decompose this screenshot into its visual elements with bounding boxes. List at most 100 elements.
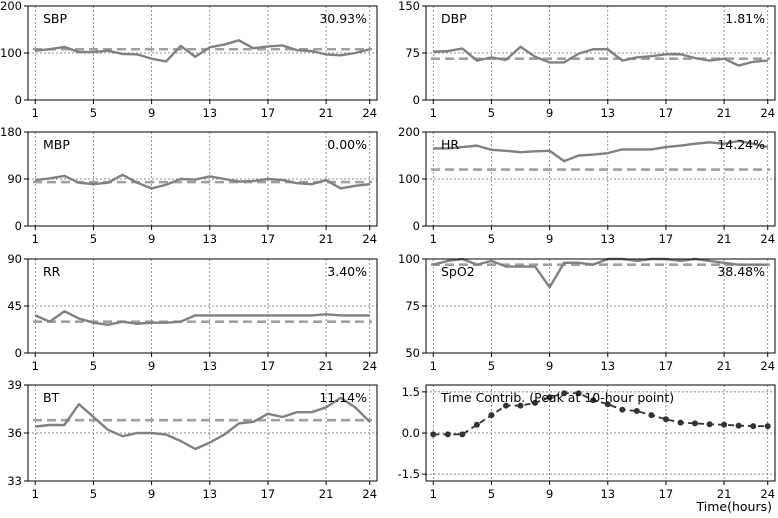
contrib-panel: 1 5 9 13 17 21 24 -1.5 0.0 1.5 Time Contrib. (Peak…: [398, 384, 776, 501]
x-tick-label: 24: [760, 106, 775, 120]
y-tick-label: 150: [398, 0, 420, 13]
dbp-percent: 1.81%: [725, 11, 765, 26]
x-tick-label: 13: [202, 232, 217, 246]
data-point: [706, 421, 713, 428]
rr-percent: 3.40%: [327, 264, 367, 279]
data-point: [575, 390, 582, 397]
data-point: [764, 423, 771, 430]
data-point: [648, 412, 655, 419]
data-point: [633, 408, 640, 415]
spo2-panel: 1 5 9 13 17 21 24 50 75 100 SpO2 38.48%: [398, 252, 776, 373]
x-tick-label: 9: [148, 106, 155, 120]
x-tick-label: 24: [760, 359, 775, 373]
x-tick-label: 5: [488, 487, 495, 501]
x-tick-label: 21: [319, 106, 334, 120]
x-tick-label: 5: [90, 106, 97, 120]
x-tick-label: 1: [430, 359, 437, 373]
x-tick-label: 21: [319, 359, 334, 373]
data-point: [721, 421, 728, 428]
sbp-label: SBP: [43, 11, 68, 26]
y-tick-label: 39: [7, 378, 22, 392]
x-tick-label: 5: [488, 106, 495, 120]
sbp-percent: 30.93%: [319, 11, 367, 26]
x-tick-label: 17: [659, 232, 674, 246]
x-tick-label: 17: [261, 106, 276, 120]
data-point: [662, 416, 669, 423]
x-tick-label: 9: [148, 232, 155, 246]
spo2-label: SpO2: [441, 264, 475, 279]
x-tick-label: 17: [659, 487, 674, 501]
x-tick-label: 17: [659, 106, 674, 120]
y-tick-label: 0: [413, 93, 420, 107]
spo2-series-line: [432, 257, 768, 289]
x-tick-label: 1: [32, 487, 39, 501]
y-tick-label: 36: [7, 426, 22, 440]
x-tick-label: 13: [202, 487, 217, 501]
y-tick-label: 0: [15, 93, 22, 107]
y-tick-label: 0: [15, 346, 22, 360]
x-tick-label: 9: [148, 359, 155, 373]
y-tick-label: -1.5: [398, 467, 420, 481]
y-tick-label: 100: [0, 46, 22, 60]
x-tick-label: 17: [659, 359, 674, 373]
data-point: [604, 401, 611, 408]
hr-percent: 14.24%: [717, 137, 765, 152]
data-point: [502, 402, 509, 409]
y-tick-label: 100: [398, 172, 420, 186]
x-tick-label: 24: [362, 487, 377, 501]
x-tick-label: 9: [546, 359, 553, 373]
x-tick-label: 21: [717, 487, 732, 501]
mbp-percent: 0.00%: [327, 137, 367, 152]
data-point: [517, 402, 524, 409]
y-tick-label: 0: [413, 219, 420, 233]
x-tick-label: 17: [261, 359, 276, 373]
hr-series-line: [433, 139, 768, 163]
x-tick-label: 1: [32, 232, 39, 246]
dbp-panel: 1 5 9 13 17 21 24 0 75 150 DBP 1.81%: [398, 0, 776, 120]
x-tick-label: 9: [546, 106, 553, 120]
mbp-series-line: [35, 173, 370, 190]
data-point: [488, 412, 495, 419]
data-point: [677, 419, 684, 426]
data-point: [735, 422, 742, 429]
sbp-series-line: [35, 39, 371, 63]
spo2-percent: 38.48%: [717, 264, 765, 279]
x-tick-label: 1: [430, 487, 437, 501]
x-tick-label: 1: [32, 106, 39, 120]
data-point: [444, 431, 451, 438]
y-tick-label: 75: [405, 299, 420, 313]
y-tick-label: 0: [15, 219, 22, 233]
x-tick-label: 13: [600, 487, 615, 501]
data-point: [430, 431, 437, 438]
mbp-label: MBP: [43, 137, 70, 152]
bt-panel: 1 5 9 13 17 21 24 33 36 39 BT 11.14%: [7, 378, 378, 501]
dbp-series-line: [433, 45, 768, 67]
y-tick-label: 90: [7, 252, 22, 266]
x-tick-label: 9: [148, 487, 155, 501]
x-tick-label: 24: [362, 106, 377, 120]
hr-panel: 1 5 9 13 17 21 24 0 100 200 HR 14.24%: [398, 125, 776, 246]
mbp-panel: 1 5 9 13 17 21 24 0 90 180 MBP 0.00%: [0, 125, 378, 246]
x-tick-label: 13: [202, 359, 217, 373]
x-tick-label: 17: [261, 487, 276, 501]
x-tick-label: 5: [90, 487, 97, 501]
y-tick-label: 50: [405, 346, 420, 360]
bt-series-line: [35, 396, 371, 451]
x-tick-label: 24: [362, 359, 377, 373]
y-tick-label: 0.0: [402, 426, 420, 440]
x-tick-label: 5: [90, 359, 97, 373]
dbp-label: DBP: [441, 11, 467, 26]
x-tick-label: 21: [319, 487, 334, 501]
x-axis-label: Time(hours): [696, 499, 773, 514]
y-tick-label: 100: [398, 252, 420, 266]
data-point: [619, 406, 626, 413]
data-point: [692, 420, 699, 427]
x-tick-label: 13: [600, 359, 615, 373]
data-point: [561, 390, 568, 397]
x-tick-label: 24: [362, 232, 377, 246]
sbp-panel: 1 5 9 13 17 21 24 0 100 200 SBP 30.93%: [0, 0, 378, 120]
x-tick-label: 21: [717, 232, 732, 246]
y-tick-label: 200: [0, 0, 22, 13]
x-tick-label: 13: [202, 106, 217, 120]
